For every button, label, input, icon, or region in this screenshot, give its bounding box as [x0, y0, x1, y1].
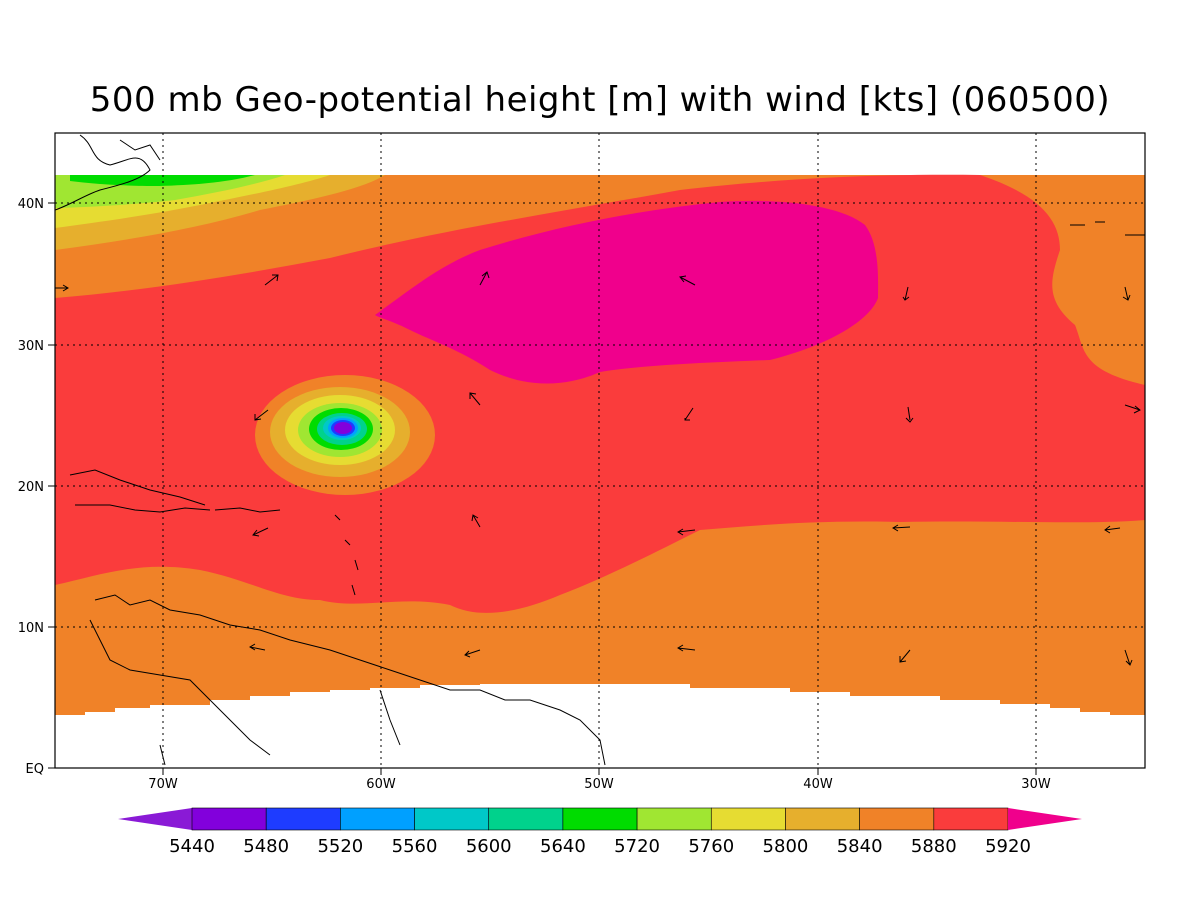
colorbar-segment	[340, 807, 415, 831]
lat-label-eq: EQ	[26, 762, 44, 777]
colorbar-label: 5480	[243, 836, 289, 857]
lon-label-30w: 30W	[1021, 777, 1051, 792]
wind-vectors	[55, 271, 1141, 666]
lon-label-70w: 70W	[148, 777, 178, 792]
coastlines	[55, 134, 1145, 766]
plot-frame	[54, 132, 1146, 769]
colorbar-label: 5840	[837, 836, 883, 857]
lon-label-50w: 50W	[584, 777, 614, 792]
colorbar-segment	[191, 807, 267, 831]
colorbar-segment	[859, 807, 935, 831]
graticule	[55, 133, 1145, 768]
contour-5720	[70, 175, 255, 186]
hurricane-ring-5440	[334, 422, 352, 434]
colorbar-label: 5440	[169, 836, 215, 857]
contour-layer	[55, 133, 1145, 768]
colorbar-label: 5880	[911, 836, 957, 857]
colorbar-segment	[1008, 808, 1082, 830]
lat-label-40n: 40N	[18, 197, 44, 212]
lon-label-60w: 60W	[366, 777, 396, 792]
contour-5960	[375, 200, 879, 384]
colorbar-label: 5800	[763, 836, 809, 857]
lat-label-20n: 20N	[18, 480, 44, 495]
colorbar-label: 5600	[466, 836, 512, 857]
no-data-region	[55, 684, 1145, 768]
axis-ticks	[48, 202, 1037, 775]
colorbar-label: 5720	[614, 836, 660, 857]
colorbar-label: 5640	[540, 836, 586, 857]
colorbar-segment	[636, 807, 712, 831]
colorbar-segment	[562, 807, 638, 831]
map-title: 500 mb Geo-potential height [m] with win…	[89, 80, 1111, 120]
lat-label-30n: 30N	[18, 339, 44, 354]
colorbar: 5440 5480 5520 5560 5600 5640 5720 5760 5800 5840…	[118, 807, 1082, 857]
colorbar-segment	[118, 808, 192, 830]
colorbar-label: 5560	[392, 836, 438, 857]
lat-label-10n: 10N	[18, 621, 44, 636]
lon-label-40w: 40W	[803, 777, 833, 792]
colorbar-label: 5520	[317, 836, 363, 857]
colorbar-label: 5920	[985, 836, 1031, 857]
colorbar-segment	[414, 807, 490, 831]
colorbar-label: 5760	[688, 836, 734, 857]
colorbar-segment	[785, 807, 860, 831]
colorbar-segment	[488, 807, 564, 831]
colorbar-segment	[933, 807, 1009, 831]
colorbar-segment	[710, 807, 786, 831]
colorbar-segment	[265, 807, 341, 831]
